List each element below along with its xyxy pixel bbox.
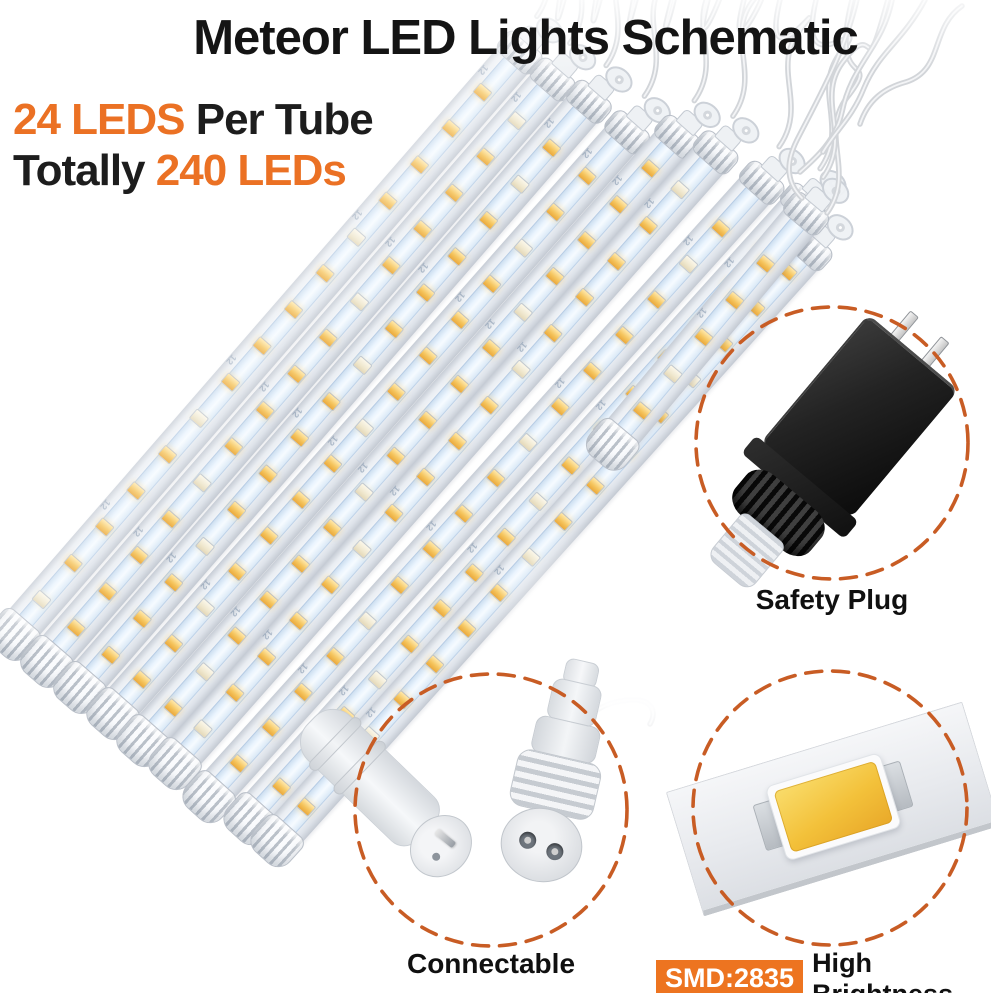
totally-text: Totally [13,146,156,196]
subtitle-line-1: 24 LEDS Per Tube [13,94,374,145]
total-leds-highlight: 240 LEDs [155,146,347,196]
connectable-label: Connectable [406,948,576,979]
hanging-tab-hole [834,221,847,234]
hanging-tab-hole [829,184,843,198]
male-connector-pin [433,828,457,849]
subtitle-line-2: Totally 240 LEDs [13,145,373,196]
male-connector-contact [430,851,442,863]
leds-per-tube-highlight: 24 LEDS [13,95,186,144]
hanging-tab-hole [701,108,714,122]
hanging-tab-hole [786,154,799,168]
hanging-tab-hole [612,73,626,87]
safety-plug-label: Safety Plug [755,584,909,615]
hanging-tab-hole [739,124,753,138]
smd-model-badge: SMD:2835 [656,959,804,993]
page-title: Meteor LED Lights Schematic [193,11,859,65]
per-tube-text: Per Tube [184,95,374,144]
smd-label-row: SMD:2835 High Brightness [656,948,991,993]
female-connector-socket [517,830,538,851]
subtitle: 24 LEDS Per Tube Totally 240 LEDs [13,94,374,197]
smd-brightness-label: High Brightness [812,948,953,993]
hanging-tab-hole [651,104,665,117]
female-connector-socket [544,841,566,862]
